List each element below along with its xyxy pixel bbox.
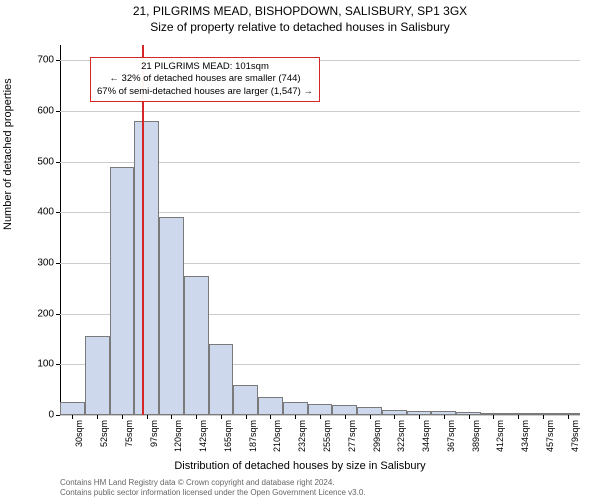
histogram-bar (308, 404, 333, 415)
xtick-mark (221, 415, 222, 419)
ytick-mark (56, 263, 60, 264)
xtick-mark (370, 415, 371, 419)
annotation-line: ← 32% of detached houses are smaller (74… (97, 73, 313, 85)
ytick-label: 200 (14, 308, 54, 319)
xtick-mark (246, 415, 247, 419)
annotation-line: 67% of semi-detached houses are larger (… (97, 86, 313, 98)
ytick-label: 100 (14, 359, 54, 370)
footer-copyright: Contains HM Land Registry data © Crown c… (60, 478, 335, 487)
ytick-label: 400 (14, 207, 54, 218)
y-axis-line (60, 45, 61, 415)
xtick-mark (171, 415, 172, 419)
ytick-label: 700 (14, 55, 54, 66)
ytick-label: 600 (14, 105, 54, 116)
annotation-box: 21 PILGRIMS MEAD: 101sqm← 32% of detache… (90, 57, 320, 102)
title-subtitle: Size of property relative to detached ho… (0, 20, 600, 34)
xtick-mark (469, 415, 470, 419)
histogram-bar (283, 402, 308, 415)
histogram-bar (258, 397, 283, 415)
ytick-mark (56, 415, 60, 416)
xtick-mark (543, 415, 544, 419)
histogram-bar (184, 276, 209, 415)
chart-area: 30sqm52sqm75sqm97sqm120sqm142sqm165sqm18… (60, 45, 580, 415)
histogram-bar (159, 217, 184, 415)
annotation-line: 21 PILGRIMS MEAD: 101sqm (97, 61, 313, 73)
xtick-mark (97, 415, 98, 419)
xtick-mark (72, 415, 73, 419)
ytick-mark (56, 111, 60, 112)
plot-area: 30sqm52sqm75sqm97sqm120sqm142sqm165sqm18… (60, 45, 580, 415)
xtick-mark (295, 415, 296, 419)
ytick-mark (56, 364, 60, 365)
ytick-label: 500 (14, 156, 54, 167)
ytick-label: 0 (14, 410, 54, 421)
y-axis-label: Number of detached properties (2, 78, 14, 230)
xtick-mark (444, 415, 445, 419)
xtick-mark (196, 415, 197, 419)
chart-container: 21, PILGRIMS MEAD, BISHOPDOWN, SALISBURY… (0, 0, 600, 500)
x-axis-label: Distribution of detached houses by size … (0, 460, 600, 472)
xtick-mark (568, 415, 569, 419)
histogram-bar (60, 402, 85, 415)
histogram-bar (110, 167, 135, 415)
ytick-mark (56, 162, 60, 163)
histogram-bar (134, 121, 159, 415)
xtick-mark (394, 415, 395, 419)
xtick-mark (320, 415, 321, 419)
ytick-mark (56, 314, 60, 315)
xtick-mark (147, 415, 148, 419)
histogram-bar (209, 344, 234, 415)
title-address: 21, PILGRIMS MEAD, BISHOPDOWN, SALISBURY… (0, 4, 600, 18)
xtick-mark (122, 415, 123, 419)
histogram-bar (85, 336, 110, 415)
xtick-mark (518, 415, 519, 419)
ytick-label: 300 (14, 257, 54, 268)
histogram-bar (233, 385, 258, 415)
footer-licence: Contains public sector information licen… (60, 488, 366, 497)
xtick-mark (345, 415, 346, 419)
xtick-mark (493, 415, 494, 419)
gridline (60, 111, 580, 112)
xtick-mark (270, 415, 271, 419)
ytick-mark (56, 212, 60, 213)
xtick-mark (419, 415, 420, 419)
histogram-bar (357, 407, 382, 415)
ytick-mark (56, 60, 60, 61)
histogram-bar (332, 405, 357, 415)
